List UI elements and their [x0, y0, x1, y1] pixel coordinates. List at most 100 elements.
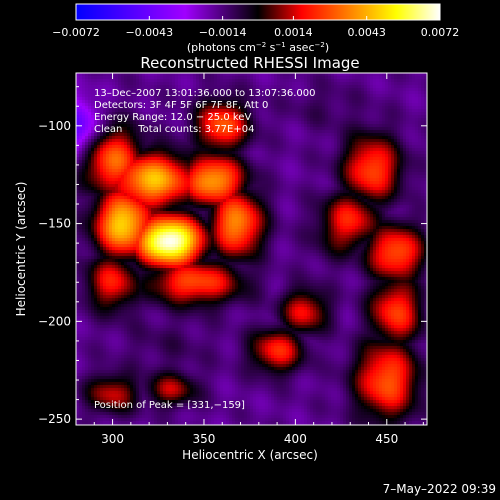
heatmap-cell	[259, 109, 262, 112]
heatmap-cell	[367, 154, 370, 157]
heatmap-cell	[349, 157, 352, 160]
heatmap-cell	[394, 154, 397, 157]
heatmap-cell	[283, 178, 286, 181]
heatmap-cell	[97, 76, 100, 79]
heatmap-cell	[118, 151, 121, 154]
heatmap-cell	[115, 199, 118, 202]
heatmap-cell	[349, 76, 352, 79]
heatmap-cell	[382, 193, 385, 196]
heatmap-cell	[154, 196, 157, 199]
heatmap-cell	[124, 115, 127, 118]
heatmap-cell	[127, 178, 130, 181]
heatmap-cell	[406, 166, 409, 169]
heatmap-cell	[148, 85, 151, 88]
heatmap-cell	[337, 175, 340, 178]
heatmap-cell	[142, 148, 145, 151]
heatmap-cell	[337, 196, 340, 199]
heatmap-cell	[343, 148, 346, 151]
heatmap-cell	[301, 79, 304, 82]
heatmap-cell	[319, 115, 322, 118]
heatmap-cell	[364, 178, 367, 181]
heatmap-cell	[115, 76, 118, 79]
heatmap-cell	[172, 115, 175, 118]
heatmap-cell	[232, 79, 235, 82]
heatmap-cell	[334, 73, 337, 76]
heatmap-cell	[220, 193, 223, 196]
heatmap-cell	[286, 109, 289, 112]
heatmap-cell	[286, 76, 289, 79]
heatmap-cell	[337, 172, 340, 175]
heatmap-cell	[349, 118, 352, 121]
heatmap-cell	[343, 88, 346, 91]
heatmap-cell	[241, 151, 244, 154]
heatmap-cell	[91, 103, 94, 106]
heatmap-cell	[214, 163, 217, 166]
heatmap-cell	[337, 115, 340, 118]
heatmap-cell	[256, 85, 259, 88]
heatmap-cell	[412, 103, 415, 106]
heatmap-cell	[367, 115, 370, 118]
heatmap-cell	[361, 79, 364, 82]
heatmap-cell	[229, 154, 232, 157]
heatmap-cell	[142, 121, 145, 124]
heatmap-cell	[109, 106, 112, 109]
heatmap-cell	[328, 85, 331, 88]
heatmap-cell	[265, 130, 268, 133]
heatmap-cell	[190, 142, 193, 145]
heatmap-cell	[406, 169, 409, 172]
heatmap-cell	[274, 127, 277, 130]
heatmap-cell	[337, 73, 340, 76]
heatmap-cell	[286, 166, 289, 169]
heatmap-cell	[226, 178, 229, 181]
heatmap-cell	[376, 157, 379, 160]
heatmap-cell	[202, 154, 205, 157]
heatmap-cell	[187, 148, 190, 151]
heatmap-cell	[223, 178, 226, 181]
heatmap-cell	[85, 127, 88, 130]
heatmap-cell	[268, 136, 271, 139]
heatmap-cell	[244, 85, 247, 88]
heatmap-cell	[271, 100, 274, 103]
heatmap-cell	[112, 181, 115, 184]
heatmap-cell	[253, 88, 256, 91]
heatmap-cell	[205, 106, 208, 109]
heatmap-cell	[319, 94, 322, 97]
heatmap-cell	[400, 109, 403, 112]
heatmap-cell	[295, 163, 298, 166]
heatmap-cell	[235, 175, 238, 178]
heatmap-cell	[418, 112, 421, 115]
heatmap-cell	[352, 148, 355, 151]
heatmap-cell	[133, 79, 136, 82]
heatmap-cell	[178, 88, 181, 91]
heatmap-cell	[340, 154, 343, 157]
heatmap-cell	[91, 187, 94, 190]
heatmap-cell	[373, 154, 376, 157]
heatmap-cell	[217, 73, 220, 76]
heatmap-cell	[208, 82, 211, 85]
heatmap-cell	[418, 127, 421, 130]
heatmap-cell	[241, 91, 244, 94]
heatmap-cell	[109, 184, 112, 187]
heatmap-cell	[340, 106, 343, 109]
heatmap-cell	[385, 163, 388, 166]
heatmap-cell	[196, 82, 199, 85]
heatmap-cell	[355, 187, 358, 190]
heatmap-cell	[241, 94, 244, 97]
heatmap-cell	[415, 91, 418, 94]
heatmap-cell	[82, 109, 85, 112]
heatmap-cell	[325, 121, 328, 124]
heatmap-cell	[415, 166, 418, 169]
heatmap-cell	[214, 157, 217, 160]
heatmap-cell	[91, 130, 94, 133]
heatmap-cell	[109, 85, 112, 88]
heatmap-cell	[331, 154, 334, 157]
heatmap-cell	[415, 181, 418, 184]
heatmap-cell	[184, 157, 187, 160]
heatmap-cell	[139, 199, 142, 202]
heatmap-cell	[82, 181, 85, 184]
heatmap-cell	[376, 166, 379, 169]
heatmap-cell	[421, 193, 424, 196]
heatmap-cell	[103, 196, 106, 199]
heatmap-cell	[421, 142, 424, 145]
heatmap-cell	[325, 190, 328, 193]
